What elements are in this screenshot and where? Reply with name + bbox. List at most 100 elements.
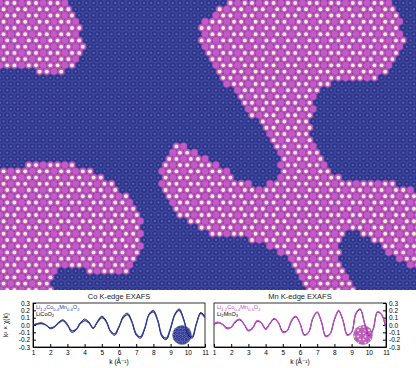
lattice-atom: [215, 77, 217, 79]
lattice-atom: [272, 88, 276, 92]
lattice-atom: [35, 114, 37, 116]
lattice-atom: [362, 32, 366, 36]
lattice-atom: [348, 95, 350, 97]
lattice-atom: [329, 1, 333, 5]
lattice-atom: [326, 32, 330, 36]
lattice-atom: [10, 95, 12, 97]
lattice-atom: [60, 83, 62, 85]
lattice-atom: [118, 108, 120, 110]
lattice-atom: [388, 89, 390, 91]
lattice-atom: [100, 27, 102, 29]
lattice-atom: [172, 2, 174, 4]
lattice-atom: [208, 77, 210, 79]
lattice-atom: [82, 95, 84, 97]
lattice-atom: [67, 83, 69, 85]
lattice-atom: [186, 14, 188, 16]
lattice-atom: [395, 64, 397, 66]
lattice-atom: [358, 26, 362, 30]
lattice-atom: [229, 102, 231, 104]
lattice-atom: [13, 89, 15, 91]
lattice-atom: [243, 101, 247, 105]
lattice-atom: [254, 45, 258, 49]
lattice-atom: [121, 64, 123, 66]
lattice-atom: [272, 1, 276, 5]
lattice-atom: [12, 63, 16, 67]
lattice-atom: [204, 58, 206, 60]
lattice-atom: [70, 51, 74, 55]
lattice-atom: [395, 102, 397, 104]
lattice-atom: [372, 38, 376, 42]
lattice-atom: [218, 20, 222, 24]
lattice-atom: [282, 57, 286, 61]
lattice-atom: [157, 89, 159, 91]
lattice-atom: [190, 58, 192, 60]
lattice-atom: [208, 64, 210, 66]
lattice-atom: [197, 58, 199, 60]
lattice-atom: [172, 102, 174, 104]
lattice-atom: [380, 51, 384, 55]
lattice-atom: [27, 14, 31, 18]
lattice-atom: [168, 45, 170, 47]
lattice-atom: [92, 77, 94, 79]
lattice-atom: [139, 58, 141, 60]
lattice-atom: [297, 57, 301, 61]
lattice-atom: [161, 33, 163, 35]
lattice-atom: [74, 8, 76, 10]
lattice-atom: [45, 7, 49, 11]
lattice-atom: [100, 64, 102, 66]
lattice-atom: [340, 20, 344, 24]
lattice-atom: [164, 14, 166, 16]
lattice-atom: [384, 108, 386, 110]
lattice-atom: [293, 76, 297, 80]
lattice-atom: [372, 1, 376, 5]
lattice-atom: [59, 7, 63, 11]
lattice-atom: [395, 2, 397, 4]
lattice-atom: [64, 89, 66, 91]
lattice-atom: [409, 2, 411, 4]
lattice-atom: [34, 26, 38, 30]
lattice-atom: [67, 70, 69, 72]
lattice-atom: [89, 45, 91, 47]
lattice-atom: [413, 83, 415, 85]
lattice-atom: [308, 14, 312, 18]
lattice-atom: [318, 32, 322, 36]
lattice-atom: [175, 8, 177, 10]
lattice-atom: [275, 107, 279, 111]
lattice-atom: [369, 7, 373, 11]
lattice-atom: [89, 8, 91, 10]
lattice-atom: [100, 89, 102, 91]
lattice-atom: [143, 102, 145, 104]
lattice-atom: [409, 102, 411, 104]
lattice-atom: [56, 77, 58, 79]
lattice-atom: [341, 108, 343, 110]
lattice-atom: [146, 45, 148, 47]
lattice-atom: [2, 83, 4, 85]
lattice-atom: [38, 95, 40, 97]
lattice-atom: [308, 76, 312, 80]
lattice-atom: [250, 63, 254, 67]
lattice-atom: [114, 89, 116, 91]
lattice-atom: [125, 83, 127, 85]
lattice-atom: [10, 70, 12, 72]
lattice-atom: [168, 83, 170, 85]
lattice-atom: [402, 52, 404, 54]
lattice-atom: [369, 32, 373, 36]
lattice-atom: [372, 63, 376, 67]
lattice-atom: [398, 83, 400, 85]
lattice-atom: [24, 95, 26, 97]
lattice-atom: [413, 95, 415, 97]
lattice-atom: [286, 51, 290, 55]
lattice-atom: [218, 57, 222, 61]
lattice-atom: [340, 32, 344, 36]
lattice-atom: [208, 2, 210, 4]
lattice-atom: [193, 14, 195, 16]
lattice-atom: [49, 102, 51, 104]
lattice-atom: [16, 7, 20, 11]
lattice-atom: [45, 32, 49, 36]
lattice-atom: [264, 51, 268, 55]
lattice-atom: [347, 70, 351, 74]
lattice-atom: [70, 63, 74, 67]
lattice-atom: [92, 102, 94, 104]
lattice-atom: [175, 21, 177, 23]
lattice-atom: [261, 107, 265, 111]
